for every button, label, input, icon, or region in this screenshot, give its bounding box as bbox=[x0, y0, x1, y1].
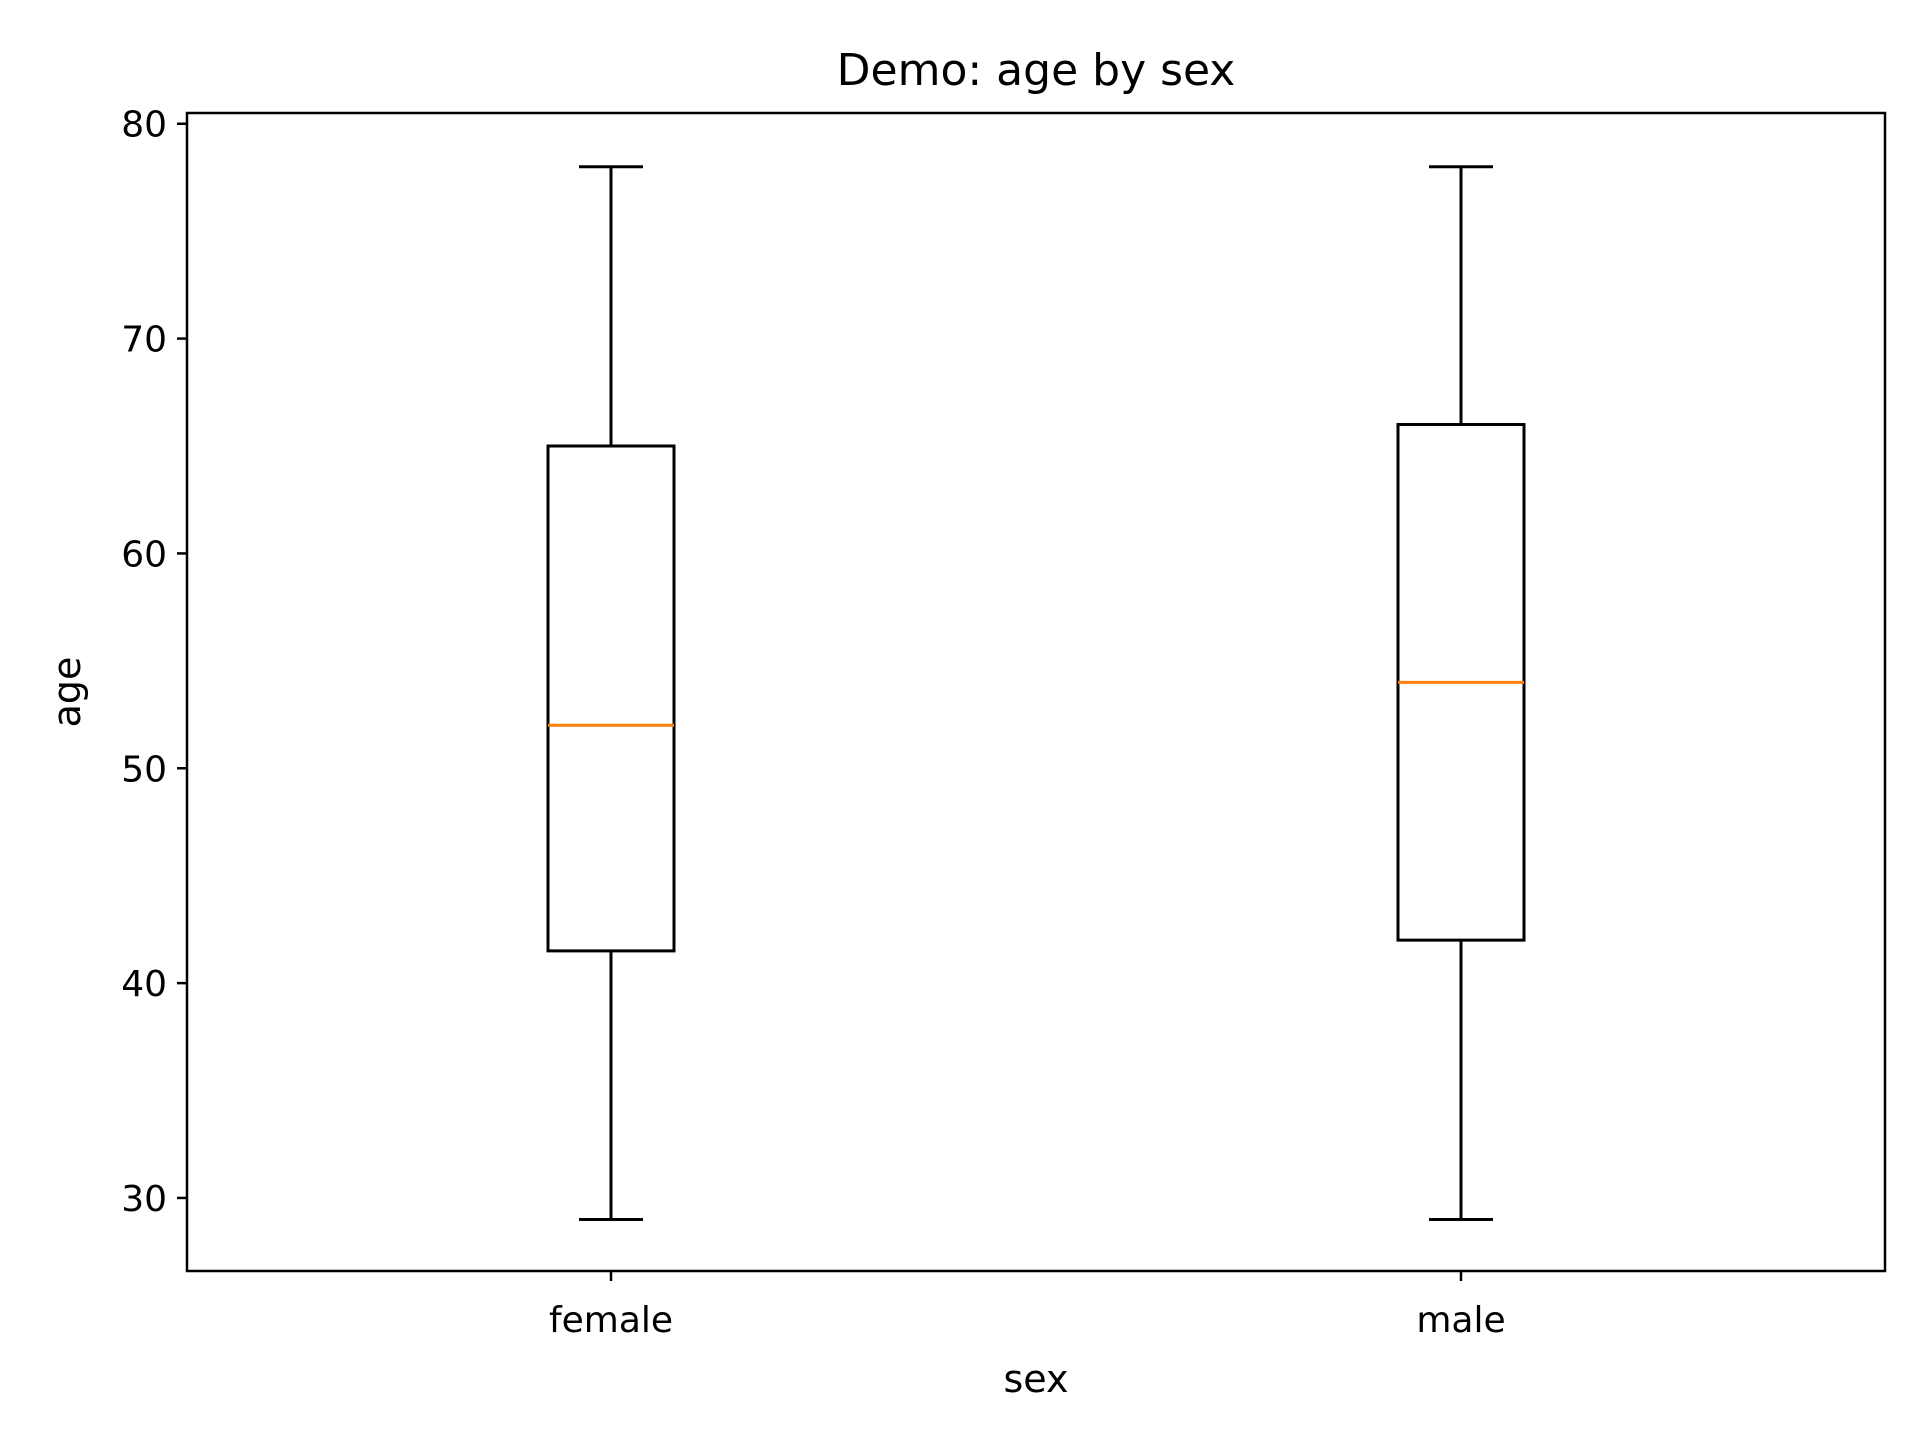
y-tick-label: 30 bbox=[121, 1179, 167, 1220]
chart-title: Demo: age by sex bbox=[837, 45, 1236, 96]
interquartile-box bbox=[546, 444, 676, 953]
plot-area-frame bbox=[185, 111, 1887, 1273]
x-axis: female male bbox=[549, 1271, 1506, 1341]
y-tick-label: 60 bbox=[121, 534, 167, 575]
box-series bbox=[546, 165, 1526, 1221]
y-axis-label: age bbox=[45, 657, 89, 728]
box-female bbox=[546, 165, 676, 1221]
x-tick-label: female bbox=[549, 1300, 673, 1341]
y-axis: 30 40 50 60 70 80 bbox=[121, 105, 187, 1220]
box-male bbox=[1396, 165, 1526, 1221]
y-tick-label: 80 bbox=[121, 105, 167, 146]
x-tick-label: male bbox=[1416, 1300, 1505, 1341]
x-axis-label: sex bbox=[1004, 1357, 1069, 1401]
y-tick-label: 70 bbox=[121, 320, 167, 361]
y-tick-label: 50 bbox=[121, 749, 167, 790]
y-tick-label: 40 bbox=[121, 964, 167, 1005]
